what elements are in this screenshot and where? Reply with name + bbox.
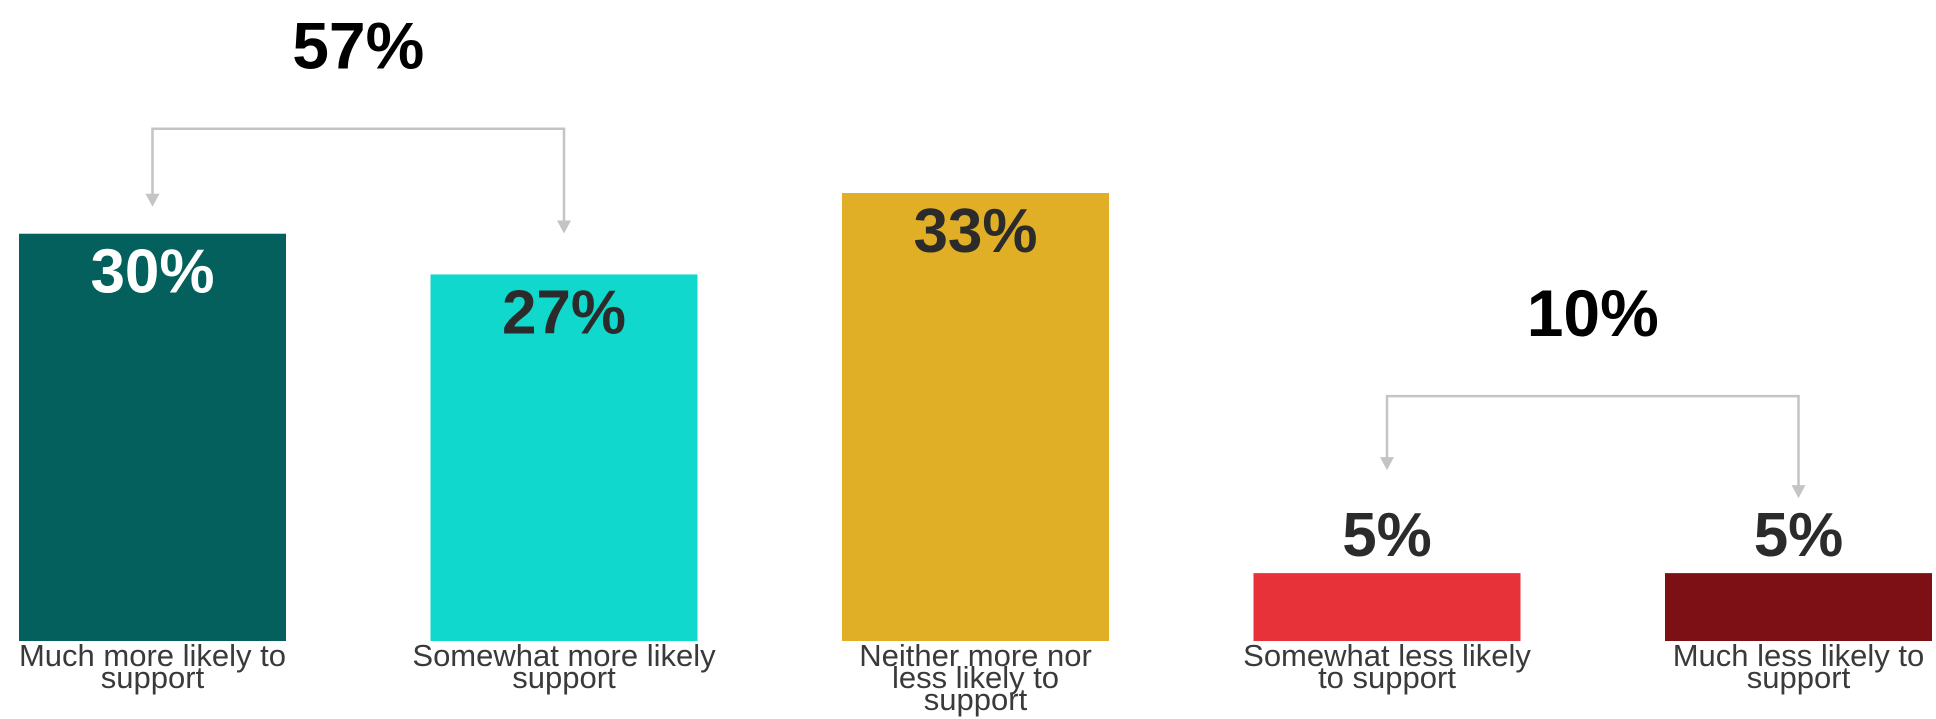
group-arrowhead-1-left <box>145 193 160 207</box>
category-label-2-line-2: support <box>512 660 616 695</box>
category-label-5-line-1: Much less likely to <box>1673 638 1925 673</box>
group-arrowhead-1-right <box>557 220 571 234</box>
category-label-1-line-2: support <box>101 660 205 695</box>
bar-value-label-4: 5% <box>1342 501 1432 570</box>
bar-value-label-1: 30% <box>90 238 214 307</box>
bar-2 <box>430 274 698 641</box>
group-total-label-1: 57% <box>292 9 424 83</box>
bar-value-label-2: 27% <box>502 278 626 347</box>
group-arrowhead-2-left <box>1380 457 1394 471</box>
category-label-2-line-1: Somewhat more likely <box>412 638 716 673</box>
category-label-5-line-2: support <box>1747 660 1851 695</box>
bar-value-label-5: 5% <box>1754 501 1844 570</box>
bar-4 <box>1253 573 1521 641</box>
category-label-4-line-1: Somewhat less likely <box>1243 638 1531 673</box>
category-label-3-line-3: support <box>924 682 1028 717</box>
bar-1 <box>19 233 286 641</box>
bar-3 <box>842 193 1109 641</box>
group-arrowhead-2-right <box>1791 485 1806 499</box>
category-label-3-line-2: less likely to <box>892 660 1059 695</box>
bar-5 <box>1665 573 1932 641</box>
group-total-label-2: 10% <box>1527 276 1659 350</box>
category-label-3-line-1: Neither more nor <box>859 638 1092 673</box>
category-label-4-line-2: to support <box>1318 660 1456 695</box>
category-label-1-line-1: Much more likely to <box>19 638 286 673</box>
bar-value-label-3: 33% <box>913 197 1037 266</box>
group-bracket-2 <box>1385 394 1800 487</box>
group-bracket-1 <box>151 127 566 222</box>
